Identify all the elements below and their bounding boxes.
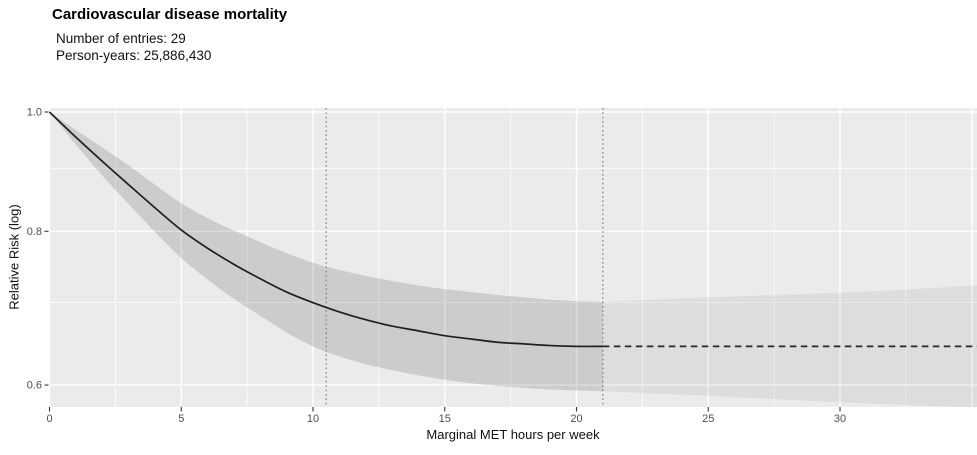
y-tick-label: 0.8	[27, 226, 42, 238]
x-tick-label: 25	[702, 413, 714, 425]
plot-panel	[49, 108, 977, 407]
gridlines-major	[48, 108, 977, 407]
person-years-label: Person-years: 25,886,430	[56, 48, 212, 63]
x-tick-label: 5	[178, 413, 184, 425]
y-tick-label: 0.6	[27, 380, 42, 392]
y-axis-tick-labels: 1.0 0.8 0.6	[27, 107, 42, 392]
y-axis-title: Relative Risk (log)	[6, 204, 22, 310]
x-axis-tick-marks	[48, 407, 841, 412]
x-axis-tick-labels: 0 5 10 15 20 25 30	[46, 413, 846, 425]
y-axis-tick-marks	[44, 111, 49, 386]
chart-title: Cardiovascular disease mortality	[52, 6, 288, 23]
confidence-band	[49, 112, 603, 392]
entries-count-label: Number of entries: 29	[56, 31, 186, 46]
x-tick-label: 10	[307, 413, 319, 425]
chart-subtitle: Number of entries: 29 Person-years: 25,8…	[56, 30, 211, 64]
x-tick-label: 15	[439, 413, 451, 425]
y-tick-label: 1.0	[27, 107, 42, 119]
x-axis-title: Marginal MET hours per week	[426, 427, 600, 442]
x-tick-label: 20	[570, 413, 582, 425]
fitted-curve	[49, 111, 603, 348]
x-tick-label: 0	[46, 413, 52, 425]
x-tick-label: 30	[834, 413, 846, 425]
gridlines-minor	[49, 108, 977, 407]
